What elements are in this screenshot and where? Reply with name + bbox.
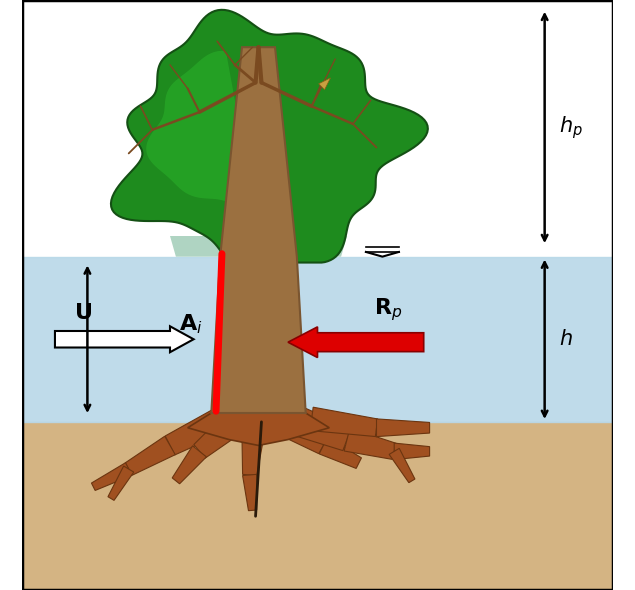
Polygon shape [125, 436, 175, 475]
Polygon shape [389, 448, 415, 483]
Bar [22, 422, 613, 590]
Polygon shape [394, 443, 430, 460]
Polygon shape [172, 446, 206, 484]
Polygon shape [276, 411, 328, 454]
Polygon shape [310, 407, 378, 437]
Polygon shape [108, 466, 134, 500]
FancyArrow shape [55, 326, 194, 352]
Text: $\mathbf{A}_{\mathit{i}}$: $\mathbf{A}_{\mathit{i}}$ [179, 313, 203, 336]
Polygon shape [146, 51, 256, 215]
Polygon shape [188, 413, 330, 445]
Text: U: U [76, 303, 93, 323]
Bar [22, 257, 613, 422]
Polygon shape [377, 419, 430, 437]
Polygon shape [344, 428, 396, 460]
Polygon shape [295, 408, 351, 451]
Polygon shape [170, 236, 347, 257]
Text: $\mathbf{R}_{\mathit{p}}$: $\mathbf{R}_{\mathit{p}}$ [374, 296, 403, 323]
Polygon shape [194, 412, 243, 458]
FancyArrow shape [288, 327, 424, 358]
Text: $h$: $h$ [559, 329, 573, 349]
Polygon shape [319, 437, 361, 468]
Polygon shape [91, 463, 132, 490]
Polygon shape [111, 10, 428, 263]
Text: $h_p$: $h_p$ [559, 114, 583, 141]
Polygon shape [242, 439, 263, 476]
Polygon shape [165, 410, 223, 455]
Polygon shape [211, 47, 305, 413]
Polygon shape [319, 78, 330, 90]
Polygon shape [243, 474, 257, 511]
